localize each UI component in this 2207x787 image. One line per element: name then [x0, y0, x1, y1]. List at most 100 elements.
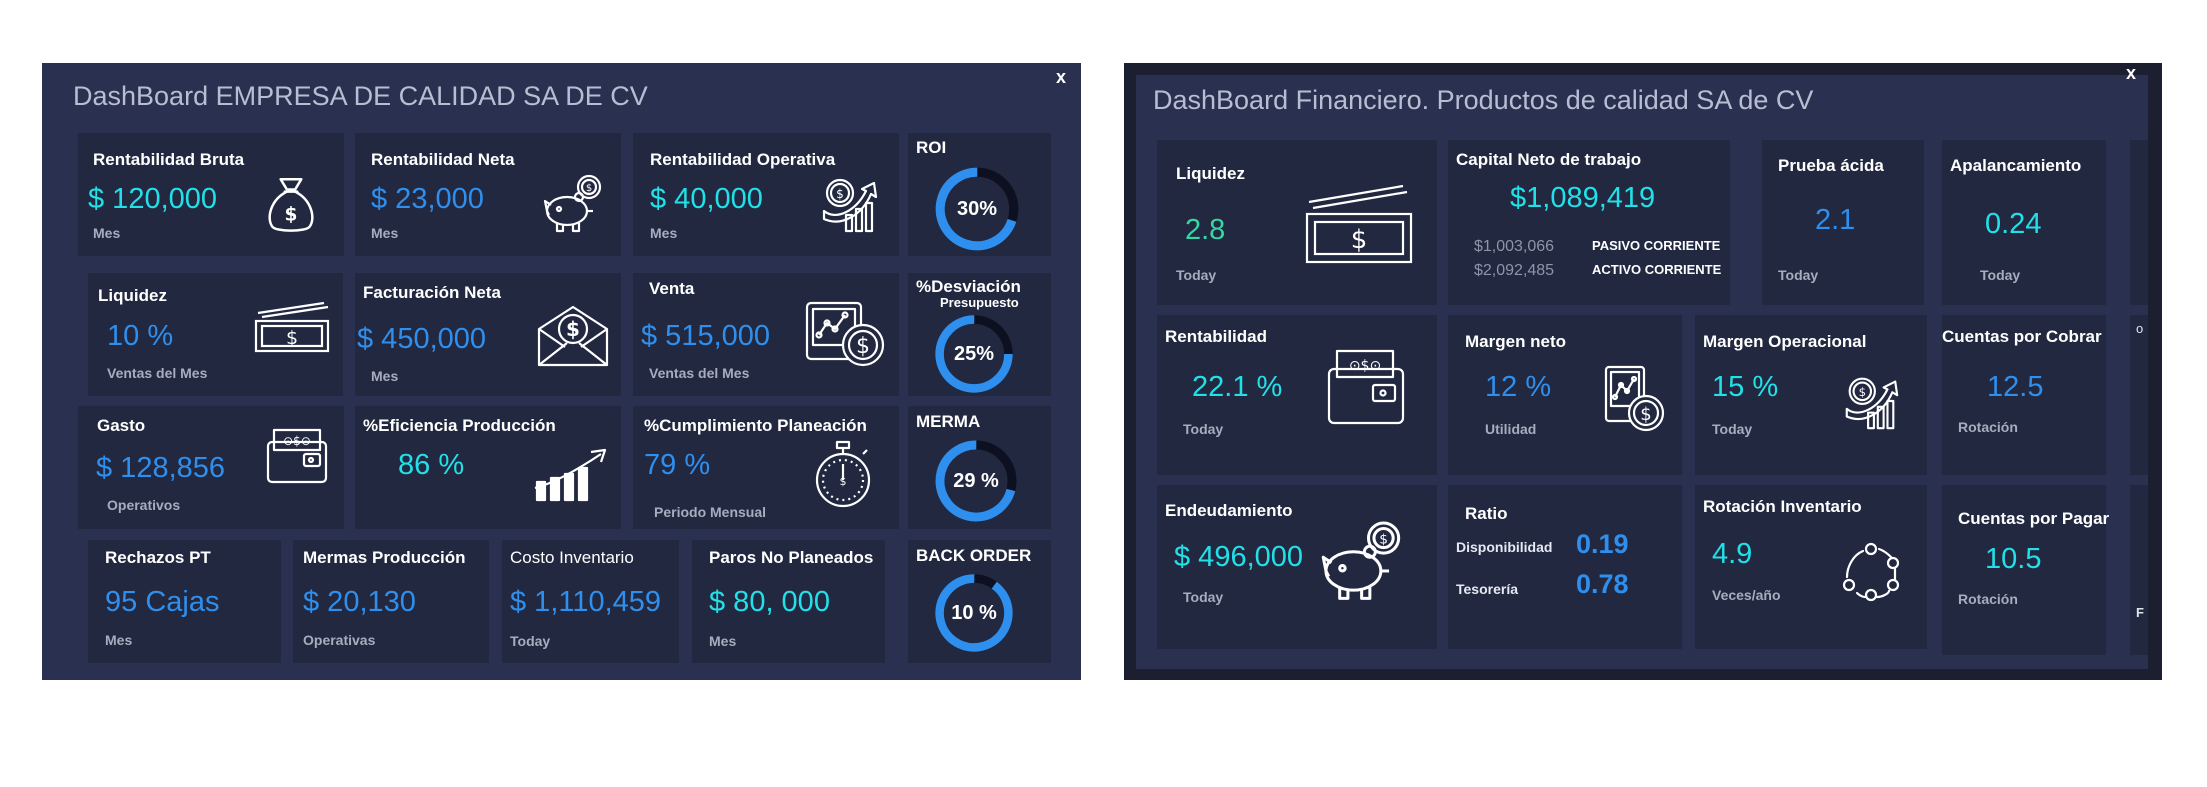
- card-value: 22.1 %: [1192, 371, 1283, 403]
- card-subtitle: Today: [1183, 421, 1224, 437]
- card-title: Rentabilidad Operativa: [650, 150, 836, 169]
- card-liquidez[interactable]: Liquidez 2.8 Today $: [1157, 140, 1437, 305]
- gauge-ring: 10 %: [931, 570, 1017, 656]
- card-value: 12 %: [1485, 371, 1552, 403]
- card-value: $ 40,000: [650, 183, 763, 215]
- panel-title: DashBoard Financiero. Productos de calid…: [1153, 85, 1814, 115]
- card-cuentas-por-cobrar[interactable]: Cuentas por Cobrar 12.5 Rotación: [1942, 315, 2106, 475]
- card-value: $1,089,419: [1510, 182, 1656, 214]
- card-rentabilidad[interactable]: Rentabilidad 22.1 % Today ⊙$⊙: [1157, 315, 1437, 475]
- disponibilidad-value: 0.19: [1576, 529, 1629, 559]
- card-subtitle: Mes: [709, 633, 737, 649]
- svg-text:$: $: [1859, 385, 1866, 399]
- svg-text:⊙$⊙: ⊙$⊙: [1349, 358, 1381, 374]
- card-subtitle: Today: [1176, 267, 1217, 283]
- card-rechazos-pt[interactable]: Rechazos PT 95 Cajas Mes: [88, 540, 281, 663]
- tablet-dollar-icon: $: [803, 299, 889, 369]
- card-value: 10.5: [1985, 543, 2042, 575]
- card-margen-operacional[interactable]: Margen Operacional 15 % Today $: [1695, 315, 1927, 475]
- svg-text:$: $: [836, 187, 844, 201]
- card-subtitle: Mes: [371, 368, 399, 384]
- card-value: $ 23,000: [371, 183, 484, 215]
- piggy-bank-icon: $: [1315, 513, 1411, 607]
- money-envelope-icon: $: [535, 303, 611, 369]
- gauge-title: BACK ORDER: [916, 546, 1032, 565]
- card-subtitle: Utilidad: [1485, 421, 1537, 437]
- close-button[interactable]: x: [2126, 63, 2137, 83]
- card-subtitle: Ventas del Mes: [107, 365, 208, 381]
- card-subtitle: Today: [1183, 589, 1224, 605]
- money-bag-icon: $: [260, 173, 322, 235]
- card-ratio[interactable]: Ratio Disponibilidad 0.19 Tesorería 0.78: [1448, 485, 1682, 649]
- svg-text:$: $: [285, 205, 298, 226]
- card-gasto[interactable]: Gasto $ 128,856 Operativos ⊙$⊙: [78, 406, 344, 529]
- card-cumplimiento-planeacion[interactable]: %Cumplimiento Planeación 79 % Periodo Me…: [633, 406, 899, 529]
- clipped-card: [2130, 485, 2148, 655]
- card-capital-neto-trabajo[interactable]: Capital Neto de trabajo $1,089,419 $1,00…: [1448, 140, 1730, 305]
- gauge-ring: 30%: [931, 163, 1023, 255]
- card-value: 79 %: [644, 449, 711, 481]
- clipped-edge-text: o: [2136, 321, 2144, 336]
- card-title: Cuentas por Pagar: [1958, 509, 2110, 528]
- close-button[interactable]: x: [1056, 67, 1067, 87]
- gauge-ring: 25%: [931, 311, 1017, 397]
- card-title: Cuentas por Cobrar: [1942, 327, 2102, 346]
- card-value: 2.8: [1185, 214, 1226, 246]
- card-value: $ 20,130: [303, 586, 416, 618]
- gauge-title: ROI: [916, 138, 947, 157]
- card-rentabilidad-neta[interactable]: Rentabilidad Neta $ 23,000 Mes $: [355, 133, 621, 256]
- card-subtitle: Operativas: [303, 632, 376, 648]
- svg-text:$: $: [566, 317, 580, 341]
- card-rentabilidad-operativa[interactable]: Rentabilidad Operativa $ 40,000 Mes $: [633, 133, 899, 256]
- gauge-back-order: BACK ORDER 10 %: [908, 540, 1051, 663]
- card-subtitle: Ventas del Mes: [649, 365, 750, 381]
- stopwatch-icon: $: [809, 440, 879, 510]
- tesoreria-value: 0.78: [1576, 569, 1629, 599]
- card-prueba-acida[interactable]: Prueba ácida 2.1 Today: [1762, 140, 1924, 305]
- gauge-label: 25%: [953, 342, 995, 365]
- card-venta[interactable]: Venta $ 515,000 Ventas del Mes $: [633, 273, 899, 396]
- card-facturacion-neta[interactable]: Facturación Neta $ 450,000 Mes $: [355, 273, 621, 396]
- panel-body: DashBoard Financiero. Productos de calid…: [1136, 63, 2148, 669]
- tesoreria-label: Tesorería: [1456, 581, 1518, 597]
- card-rentabilidad-bruta[interactable]: Rentabilidad Bruta $ 120,000 Mes $: [78, 133, 344, 256]
- card-value: $ 515,000: [641, 320, 771, 352]
- card-title: Margen neto: [1465, 332, 1567, 351]
- card-endeudamiento[interactable]: Endeudamiento $ 496,000 Today $: [1157, 485, 1437, 649]
- card-liquidez[interactable]: Liquidez 10 % Ventas del Mes $: [88, 273, 343, 396]
- activo-value: $2,092,485: [1474, 262, 1555, 279]
- card-value: 86 %: [398, 449, 465, 481]
- card-costo-inventario[interactable]: Costo Inventario $ 1,110,459 Today: [502, 540, 679, 663]
- card-title: Prueba ácida: [1778, 156, 1884, 175]
- card-cuentas-por-pagar[interactable]: Cuentas por Pagar 10.5 Rotación: [1942, 485, 2110, 655]
- clipped-card: [2130, 315, 2148, 475]
- card-subtitle: Mes: [105, 632, 133, 648]
- card-margen-neto[interactable]: Margen neto 12 % Utilidad $: [1448, 315, 1682, 475]
- card-subtitle: Today: [1778, 267, 1819, 283]
- growth-chart-icon: [531, 446, 615, 502]
- card-title: Rentabilidad: [1165, 327, 1268, 346]
- disponibilidad-label: Disponibilidad: [1456, 539, 1553, 555]
- svg-text:$: $: [856, 334, 870, 359]
- card-title: %Eficiencia Producción: [363, 416, 556, 435]
- card-title: Margen Operacional: [1703, 332, 1867, 351]
- card-apalancamiento[interactable]: Apalancamiento 0.24 Today: [1942, 140, 2106, 305]
- card-title: Gasto: [97, 416, 146, 435]
- card-title: Liquidez: [98, 286, 167, 305]
- cycle-icon: [1839, 539, 1903, 603]
- card-value: 4.9: [1712, 538, 1753, 570]
- dashboard-financiero-panel: DashBoard Financiero. Productos de calid…: [1124, 63, 2162, 680]
- card-value: $ 128,856: [96, 452, 226, 484]
- card-title: Rentabilidad Bruta: [93, 150, 245, 169]
- card-subtitle: Veces/año: [1712, 587, 1781, 603]
- card-value: 12.5: [1987, 371, 2044, 403]
- card-subtitle: Today: [1980, 267, 2021, 283]
- card-rotacion-inventario[interactable]: Rotación Inventario 4.9 Veces/año: [1695, 485, 1927, 649]
- card-subtitle: Operativos: [107, 497, 181, 513]
- growth-coin-icon: $: [816, 171, 882, 235]
- card-mermas-produccion[interactable]: Mermas Producción $ 20,130 Operativas: [293, 540, 489, 663]
- card-paros-no-planeados[interactable]: Paros No Planeados $ 80, 000 Mes: [692, 540, 885, 663]
- card-eficiencia-produccion[interactable]: %Eficiencia Producción 86 %: [355, 406, 621, 529]
- card-subtitle: Rotación: [1958, 419, 2018, 435]
- card-value: $ 80, 000: [709, 586, 830, 618]
